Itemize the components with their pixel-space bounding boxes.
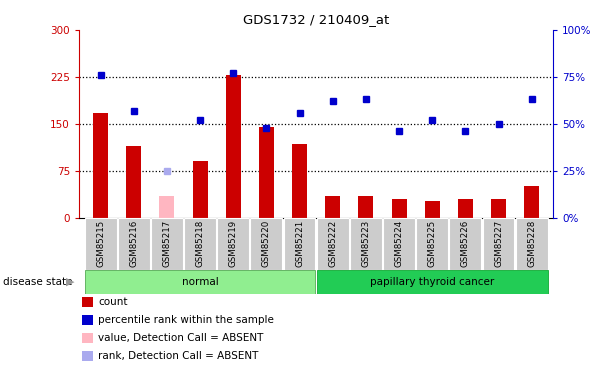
Text: GSM85226: GSM85226 (461, 220, 470, 267)
Bar (416, 217, 448, 270)
Bar (193, 161, 207, 218)
Text: GSM85227: GSM85227 (494, 220, 503, 267)
Bar (458, 199, 473, 217)
Bar (292, 144, 307, 218)
Bar (392, 199, 407, 217)
Text: GSM85228: GSM85228 (527, 220, 536, 267)
Bar (524, 186, 539, 218)
Text: GSM85220: GSM85220 (262, 220, 271, 267)
Text: GSM85225: GSM85225 (428, 220, 437, 267)
Text: papillary thyroid cancer: papillary thyroid cancer (370, 277, 494, 287)
Text: value, Detection Call = ABSENT: value, Detection Call = ABSENT (98, 333, 263, 343)
Bar (383, 217, 415, 270)
Bar (217, 217, 249, 270)
Bar (359, 196, 373, 217)
Bar (159, 196, 174, 217)
Bar (85, 217, 117, 270)
Text: GSM85221: GSM85221 (295, 220, 304, 267)
Bar (93, 112, 108, 218)
Text: normal: normal (182, 277, 218, 287)
Bar (151, 217, 183, 270)
Bar (325, 196, 340, 217)
Text: GSM85223: GSM85223 (361, 220, 370, 267)
Text: GSM85215: GSM85215 (96, 220, 105, 267)
Title: GDS1732 / 210409_at: GDS1732 / 210409_at (243, 13, 389, 26)
Bar (250, 217, 282, 270)
Bar (259, 127, 274, 218)
Bar (284, 217, 316, 270)
Text: GSM85218: GSM85218 (196, 220, 204, 267)
Text: GSM85219: GSM85219 (229, 220, 238, 267)
Bar (317, 217, 348, 270)
Text: disease state: disease state (3, 277, 72, 287)
Bar (491, 199, 506, 217)
Bar (449, 217, 482, 270)
Text: percentile rank within the sample: percentile rank within the sample (98, 315, 274, 325)
Text: GSM85217: GSM85217 (162, 220, 171, 267)
Bar (85, 270, 316, 294)
Text: GSM85224: GSM85224 (395, 220, 404, 267)
Bar (317, 270, 548, 294)
Bar (184, 217, 216, 270)
Text: ▶: ▶ (66, 277, 74, 287)
Text: count: count (98, 297, 128, 307)
Text: GSM85222: GSM85222 (328, 220, 337, 267)
Bar (118, 217, 150, 270)
Bar (126, 146, 141, 218)
Bar (483, 217, 514, 270)
Bar (226, 75, 241, 217)
Bar (516, 217, 548, 270)
Text: rank, Detection Call = ABSENT: rank, Detection Call = ABSENT (98, 351, 258, 361)
Bar (425, 201, 440, 217)
Text: GSM85216: GSM85216 (130, 220, 138, 267)
Bar (350, 217, 382, 270)
